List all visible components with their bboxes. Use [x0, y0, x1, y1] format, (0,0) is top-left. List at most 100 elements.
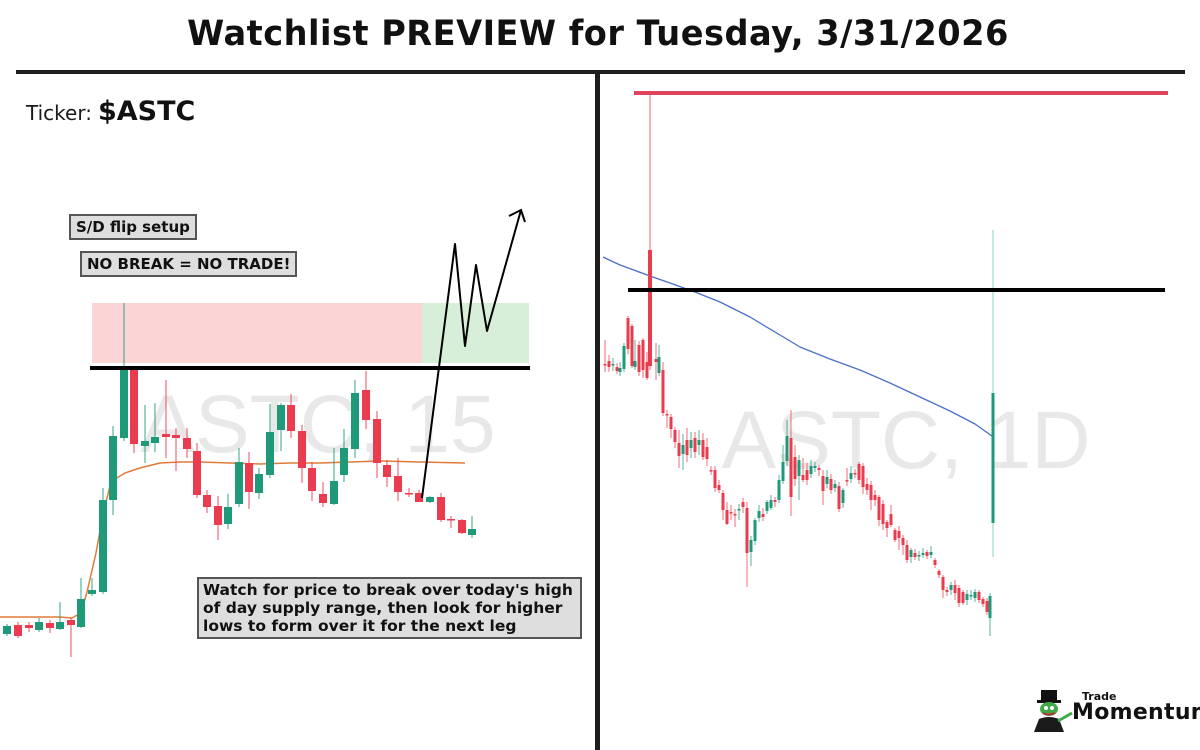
- logo-text-trade: Trade: [1082, 690, 1117, 703]
- candle-body: [913, 553, 917, 557]
- candle-body: [905, 545, 909, 560]
- candle-body: [645, 362, 649, 378]
- candle-body: [785, 436, 789, 461]
- candle-body: [99, 500, 107, 592]
- candle-body: [25, 625, 33, 628]
- candle-body: [877, 497, 881, 520]
- candle-body: [56, 622, 64, 629]
- candle-body: [77, 599, 85, 627]
- candle-body: [757, 511, 761, 518]
- candle-body: [973, 592, 977, 598]
- candle-body: [277, 405, 285, 430]
- candle-body: [630, 326, 634, 366]
- candle-body: [697, 440, 701, 445]
- candles: [603, 93, 995, 636]
- candle-body: [981, 599, 985, 604]
- candle-body: [977, 592, 981, 600]
- candle-body: [669, 417, 673, 429]
- candle-body: [897, 531, 901, 538]
- logo-text-momentum: Momentum: [1072, 700, 1200, 725]
- ticker-label: Ticker:: [26, 101, 92, 125]
- candle-body: [701, 440, 705, 457]
- ticker-symbol: $ASTC: [97, 96, 196, 127]
- candle-body: [340, 448, 348, 475]
- candle-body: [825, 477, 829, 484]
- candle-body: [721, 493, 725, 510]
- candle-body: [709, 470, 713, 472]
- candle-body: [937, 571, 941, 575]
- candle-body: [741, 502, 745, 507]
- rule-label: NO BREAK = NO TRADE!: [80, 251, 298, 277]
- candle-body: [405, 493, 413, 495]
- header-divider: [16, 70, 1185, 74]
- candle-body: [633, 361, 637, 367]
- candle-body: [618, 368, 622, 372]
- candle-body: [925, 552, 929, 556]
- candle-body: [781, 462, 785, 481]
- candle-body: [717, 485, 721, 490]
- candle-body: [603, 364, 607, 366]
- candle-body: [3, 626, 11, 634]
- candle-body: [893, 530, 897, 540]
- candle-body: [235, 462, 243, 504]
- candle-body: [641, 340, 645, 370]
- candle-body: [969, 595, 973, 597]
- candle-body: [837, 486, 841, 509]
- candle-body: [773, 500, 777, 502]
- candle-body: [214, 506, 222, 525]
- candle-body: [829, 479, 833, 490]
- candle-body: [35, 622, 43, 630]
- candle-body: [869, 485, 873, 500]
- candle-body: [141, 441, 149, 446]
- candle-body: [745, 508, 749, 553]
- moving-average-line: [602, 256, 993, 437]
- candle-body: [88, 590, 96, 594]
- candle-body: [885, 522, 889, 528]
- candle-body: [725, 510, 729, 524]
- candle-body: [985, 601, 989, 612]
- page-title: Watchlist PREVIEW for Tuesday, 3/31/2026: [187, 14, 1009, 54]
- candle-body: [933, 560, 937, 565]
- candle-body: [945, 590, 949, 592]
- candle-body: [172, 435, 180, 438]
- candle-body: [845, 480, 849, 482]
- candle-body: [319, 494, 327, 503]
- candle-body: [362, 390, 370, 420]
- candle-body: [729, 512, 733, 514]
- candle-body: [437, 497, 445, 520]
- candle-body: [949, 585, 953, 590]
- candle-body: [849, 473, 853, 479]
- candle-body: [458, 520, 466, 533]
- candle-body: [689, 440, 693, 448]
- candle-body: [965, 594, 969, 600]
- candle-body: [611, 364, 615, 366]
- brand-logo: Trade Momentum: [1030, 688, 1200, 732]
- candle-body: [761, 514, 765, 517]
- candle-body: [857, 464, 861, 480]
- candle-body: [607, 361, 611, 367]
- candle-body: [733, 514, 737, 516]
- candle-body: [705, 447, 709, 459]
- candle-body: [394, 476, 402, 492]
- candle-body: [67, 620, 75, 625]
- candle-body: [308, 468, 316, 491]
- candle-body: [373, 419, 381, 463]
- candle-body: [681, 445, 685, 454]
- panel-divider: [595, 70, 600, 750]
- candle-body: [821, 476, 825, 491]
- candle-body: [661, 370, 665, 413]
- candle-body: [615, 367, 619, 371]
- candle-body: [801, 475, 805, 480]
- candle-body: [789, 438, 793, 497]
- ticker-row: Ticker: $ASTC: [26, 96, 195, 127]
- candle-body: [287, 405, 295, 431]
- candle-body: [151, 437, 159, 443]
- candle-body: [193, 451, 201, 495]
- candle-body: [447, 519, 455, 521]
- candle-body: [109, 436, 117, 500]
- candle-body: [203, 495, 211, 507]
- candle-body: [665, 414, 669, 416]
- candle-body: [917, 555, 921, 557]
- candle-body: [298, 431, 306, 468]
